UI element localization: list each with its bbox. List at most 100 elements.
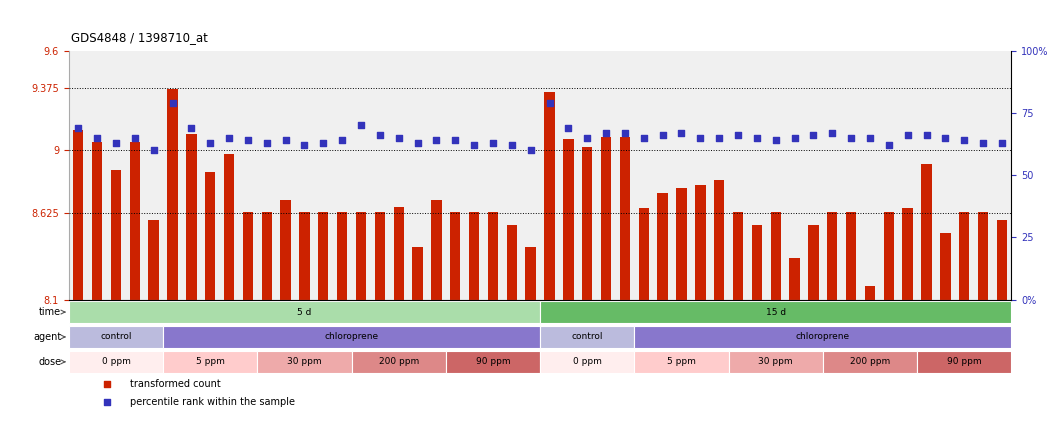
Point <box>428 137 445 144</box>
Bar <box>540 301 1011 323</box>
Bar <box>450 212 461 299</box>
Point <box>485 140 502 146</box>
Point <box>295 142 313 149</box>
Bar <box>540 351 634 373</box>
Bar <box>129 142 140 299</box>
Bar <box>506 225 517 299</box>
Point <box>334 137 351 144</box>
Point <box>201 140 219 146</box>
Point <box>578 135 595 141</box>
Text: 90 ppm: 90 ppm <box>475 357 510 366</box>
Point <box>164 100 181 107</box>
Point <box>503 142 520 149</box>
Point <box>89 135 106 141</box>
Bar <box>677 189 686 299</box>
Point <box>541 100 558 107</box>
Bar <box>163 326 540 348</box>
Point <box>447 137 464 144</box>
Text: 30 ppm: 30 ppm <box>287 357 322 366</box>
Bar <box>917 351 1011 373</box>
Bar <box>827 212 838 299</box>
Text: chloroprene: chloroprene <box>324 332 379 341</box>
Point <box>466 142 483 149</box>
Point <box>126 135 143 141</box>
Bar <box>148 220 159 299</box>
Bar <box>431 200 442 299</box>
Point <box>635 135 652 141</box>
Point <box>183 124 200 131</box>
Bar <box>73 130 84 299</box>
Point <box>730 132 747 139</box>
Text: transformed count: transformed count <box>130 379 221 390</box>
Text: agent: agent <box>33 332 61 342</box>
Point <box>974 140 991 146</box>
Text: 30 ppm: 30 ppm <box>758 357 793 366</box>
Point <box>597 129 614 136</box>
Bar <box>300 212 309 299</box>
Point <box>993 140 1010 146</box>
Point <box>918 132 935 139</box>
Bar <box>111 170 121 299</box>
Point <box>861 135 878 141</box>
Bar <box>544 92 555 299</box>
Point <box>843 135 860 141</box>
Bar <box>488 212 498 299</box>
Bar <box>262 212 272 299</box>
Bar <box>186 134 197 299</box>
Point <box>560 124 577 131</box>
Point <box>239 137 256 144</box>
Point <box>409 140 426 146</box>
Bar <box>620 137 630 299</box>
Point <box>315 140 331 146</box>
Bar <box>940 233 951 299</box>
Bar <box>394 207 403 299</box>
Bar <box>375 212 385 299</box>
Point <box>277 137 294 144</box>
Text: time: time <box>39 307 61 317</box>
Point <box>108 140 125 146</box>
Bar <box>808 225 819 299</box>
Text: percentile rank within the sample: percentile rank within the sample <box>130 397 295 407</box>
Bar <box>959 212 969 299</box>
Point <box>98 381 115 388</box>
Point <box>711 135 728 141</box>
Bar <box>977 212 988 299</box>
Text: 15 d: 15 d <box>766 308 786 316</box>
Bar <box>412 247 423 299</box>
Bar <box>318 212 328 299</box>
Bar <box>771 212 780 299</box>
Bar <box>223 154 234 299</box>
Bar <box>883 212 894 299</box>
Text: control: control <box>572 332 603 341</box>
Point <box>674 129 690 136</box>
Bar <box>69 301 540 323</box>
Text: 5 d: 5 d <box>298 308 311 316</box>
Bar <box>658 193 668 299</box>
Text: 200 ppm: 200 ppm <box>378 357 419 366</box>
Bar <box>789 258 800 299</box>
Point <box>372 132 389 139</box>
Text: 200 ppm: 200 ppm <box>849 357 891 366</box>
Bar <box>997 220 1007 299</box>
Point <box>786 135 803 141</box>
Bar <box>563 139 574 299</box>
Point <box>390 135 407 141</box>
Point <box>522 147 539 154</box>
Bar <box>337 212 347 299</box>
Bar <box>352 351 446 373</box>
Bar <box>752 225 762 299</box>
Bar <box>257 351 352 373</box>
Point <box>70 124 87 131</box>
Bar <box>243 212 253 299</box>
Text: 90 ppm: 90 ppm <box>947 357 982 366</box>
Bar <box>634 326 1011 348</box>
Point <box>258 140 275 146</box>
Point <box>749 135 766 141</box>
Bar <box>92 142 103 299</box>
Point <box>145 147 162 154</box>
Bar <box>865 286 875 299</box>
Point <box>616 129 633 136</box>
Text: 0 ppm: 0 ppm <box>573 357 602 366</box>
Bar <box>902 209 913 299</box>
Point <box>220 135 237 141</box>
